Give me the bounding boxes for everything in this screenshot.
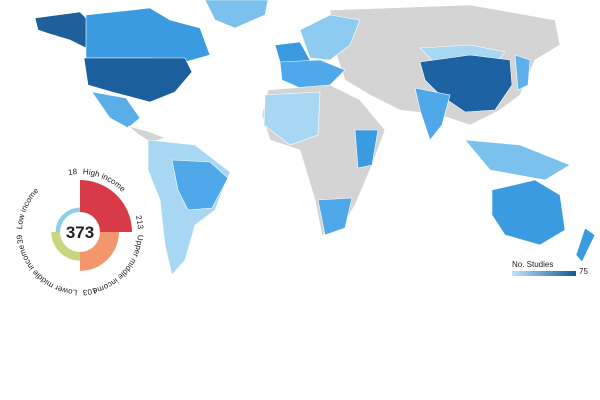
category-label: Low income: [15, 186, 41, 230]
value-label: 213: [134, 214, 145, 230]
country: [419, 54, 513, 113]
country: [514, 54, 531, 91]
country: [91, 91, 141, 129]
value-label-text: 39: [15, 234, 25, 245]
total: 373: [66, 223, 94, 242]
legend-title: No. Studies: [512, 260, 553, 269]
country: [575, 227, 596, 263]
country: [491, 179, 566, 246]
country: [127, 125, 166, 143]
country: [414, 87, 451, 141]
country: [263, 91, 321, 146]
value-label: 39: [15, 234, 25, 245]
legend-scale: [512, 271, 576, 276]
country: [464, 139, 571, 181]
sector: [51, 232, 80, 261]
value-label-text: 103: [82, 286, 98, 297]
value-label: 103: [82, 286, 98, 297]
country: [85, 7, 211, 63]
value-label-text: 18: [67, 167, 78, 177]
country: [317, 197, 353, 236]
country: [83, 57, 193, 103]
country: [354, 129, 379, 169]
world-map: [34, 0, 596, 276]
country: [299, 14, 361, 61]
map-legend: No. Studies 75: [512, 260, 588, 276]
center: [61, 213, 99, 251]
country: [204, 0, 269, 29]
sector: [80, 180, 132, 232]
country: [34, 11, 89, 49]
value-label: 18: [67, 167, 78, 177]
sector: [80, 232, 119, 271]
value-label-text: 213: [134, 214, 145, 230]
sector: [55, 207, 80, 232]
country: [171, 159, 229, 211]
category-label-text: Low income: [15, 186, 41, 230]
country: [279, 59, 346, 89]
legend-max: 75: [579, 267, 588, 276]
